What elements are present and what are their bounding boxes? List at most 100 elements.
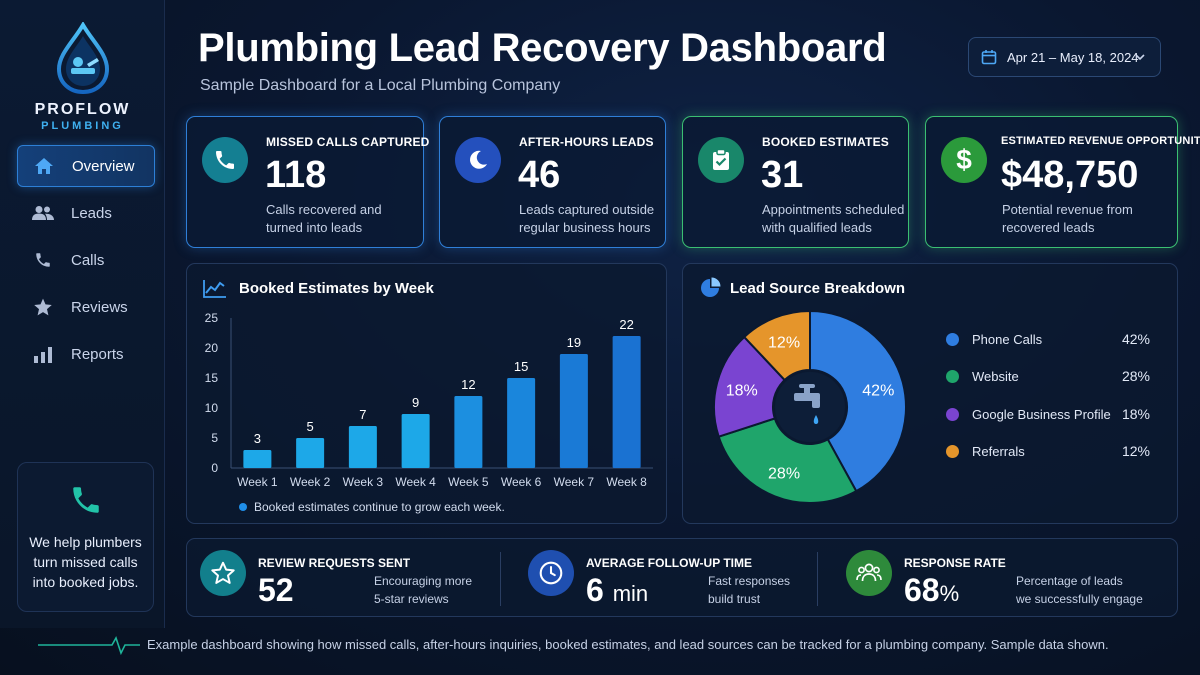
- stat-value: 52: [258, 572, 294, 609]
- x-tick-label: Week 6: [501, 475, 542, 489]
- bar-value-label: 19: [567, 335, 581, 350]
- bar: [454, 396, 483, 468]
- bar: [507, 378, 536, 468]
- stat-desc-line: 5-star reviews: [374, 592, 449, 606]
- stat-desc-line: Encouraging more: [374, 574, 473, 588]
- pie-slice-label: 12%: [768, 334, 800, 351]
- brand-name: PROFLOW: [34, 101, 131, 118]
- pie-chart-title: Lead Source Breakdown: [730, 280, 906, 297]
- legend-swatch: [946, 369, 959, 383]
- phone-icon: [31, 250, 55, 270]
- kpi-label: AFTER-HOURS LEADS: [519, 135, 654, 149]
- pie-slice-label: 18%: [726, 382, 758, 399]
- footer-note: Example dashboard showing how missed cal…: [147, 637, 1109, 652]
- bar: [559, 354, 588, 468]
- date-range-picker[interactable]: Apr 21 – May 18, 2024: [968, 37, 1161, 77]
- legend-swatch: [946, 332, 959, 346]
- legend-swatch: [946, 407, 959, 421]
- sidebar-item-reports[interactable]: Reports: [17, 333, 155, 375]
- stat-desc-line: build trust: [708, 592, 761, 606]
- sidebar-item-label: Reviews: [71, 298, 128, 316]
- date-range-label: Apr 21 – May 18, 2024: [1007, 49, 1139, 65]
- kpi-label: MISSED CALLS CAPTURED: [266, 135, 430, 149]
- sidebar-item-label: Leads: [71, 204, 112, 222]
- stat-desc: Percentage of leads we successfully enga…: [1016, 572, 1143, 608]
- x-tick-label: Week 3: [343, 475, 384, 489]
- bar-value-label: 3: [254, 431, 261, 446]
- brand-sub: PLUMBING: [41, 120, 124, 132]
- stat-desc-line: we successfully engage: [1016, 592, 1143, 606]
- bar-value-label: 12: [461, 377, 475, 392]
- stat-label: REVIEW REQUESTS SENT: [258, 556, 411, 570]
- trend-chart-icon: [203, 280, 226, 298]
- stat-follow-up-time: AVERAGE FOLLOW-UP TIME 6 min Fast respon…: [528, 548, 808, 608]
- kpi-desc: Appointments scheduled with qualified le…: [762, 202, 905, 235]
- pie-slice: [717, 417, 858, 504]
- pie-slice-label: 28%: [768, 466, 800, 483]
- bar: [243, 450, 272, 468]
- page-subtitle: Sample Dashboard for a Local Plumbing Co…: [200, 77, 561, 94]
- legend-value: 28%: [1121, 368, 1150, 384]
- x-tick-label: Week 2: [290, 475, 331, 489]
- legend-swatch: [946, 444, 959, 458]
- bar-value-label: 7: [359, 407, 366, 422]
- bar: [612, 336, 641, 468]
- page-title: Plumbing Lead Recovery Dashboard: [198, 26, 887, 70]
- kpi-booked-estimates: BOOKED ESTIMATES 31 Appointments schedul…: [682, 116, 909, 248]
- legend-value: 12%: [1121, 443, 1150, 459]
- stat-number: 52: [258, 572, 294, 608]
- x-tick-label: Week 7: [554, 475, 595, 489]
- stat-desc-line: Percentage of leads: [1016, 574, 1123, 588]
- stat-review-requests: REVIEW REQUESTS SENT 52 Encouraging more…: [200, 548, 490, 608]
- y-tick-label: 0: [211, 461, 218, 475]
- divider: [500, 552, 501, 606]
- kpi-label: ESTIMATED REVENUE OPPORTUNITY: [1001, 135, 1200, 147]
- x-tick-label: Week 8: [606, 475, 647, 489]
- bar-chart: 0 5 10 15 20 25 3 Week 1 5 Week 2 7 Week 3 9 Week 4 12…: [205, 311, 653, 489]
- sidebar: PROFLOW PLUMBING Overview Leads Calls: [0, 0, 165, 628]
- stat-number: 6: [586, 572, 604, 608]
- divider: [817, 552, 818, 606]
- legend-value: 42%: [1121, 331, 1150, 347]
- sidebar-item-overview[interactable]: Overview: [17, 145, 155, 187]
- pie-slice-label: 42%: [862, 382, 894, 399]
- sidebar-nav: Overview Leads Calls Reviews Reports: [17, 145, 155, 380]
- stat-desc: Encouraging more 5-star reviews: [374, 572, 472, 608]
- sidebar-item-leads[interactable]: Leads: [17, 192, 155, 234]
- people-icon: [846, 550, 892, 596]
- stat-unit: min: [612, 581, 649, 606]
- stat-value: 68%: [904, 572, 959, 609]
- note-dot: [239, 503, 247, 511]
- bottom-stats-panel: [186, 538, 1178, 617]
- bar-chart-icon: [31, 344, 55, 364]
- y-tick-label: 10: [205, 401, 219, 415]
- bar: [348, 426, 377, 468]
- bar-chart-note: Booked estimates continue to grow each w…: [239, 500, 505, 514]
- faucet-icon: [794, 384, 820, 424]
- kpi-revenue-opportunity: $ ESTIMATED REVENUE OPPORTUNITY $48,750 …: [925, 116, 1200, 248]
- legend-label: Google Business Profile: [972, 406, 1111, 422]
- legend-referrals: Referrals 12%: [946, 441, 1156, 461]
- stat-desc: Fast responses build trust: [708, 572, 790, 608]
- sidebar-item-reviews[interactable]: Reviews: [17, 286, 155, 328]
- stat-unit: %: [939, 581, 960, 606]
- users-icon: [31, 203, 55, 223]
- y-tick-label: 5: [211, 431, 218, 445]
- y-tick-label: 15: [205, 371, 219, 385]
- kpi-value: 46: [518, 154, 561, 196]
- stat-label: AVERAGE FOLLOW-UP TIME: [586, 556, 752, 570]
- legend-label: Referrals: [972, 443, 1025, 459]
- sidebar-item-calls[interactable]: Calls: [17, 239, 155, 281]
- legend-phone-calls: Phone Calls 42%: [946, 329, 1156, 349]
- legend-google-business-profile: Google Business Profile 18%: [946, 404, 1156, 424]
- phone-icon: [72, 487, 99, 513]
- sidebar-item-label: Calls: [71, 251, 105, 269]
- bar-value-label: 15: [514, 359, 528, 374]
- pie-slice: [742, 309, 811, 382]
- bar: [296, 438, 325, 468]
- y-tick-label: 25: [205, 311, 219, 325]
- kpi-label: BOOKED ESTIMATES: [762, 135, 889, 149]
- phone-icon: [202, 137, 248, 183]
- kpi-value: 31: [761, 154, 804, 196]
- star-outline-icon: [200, 550, 246, 596]
